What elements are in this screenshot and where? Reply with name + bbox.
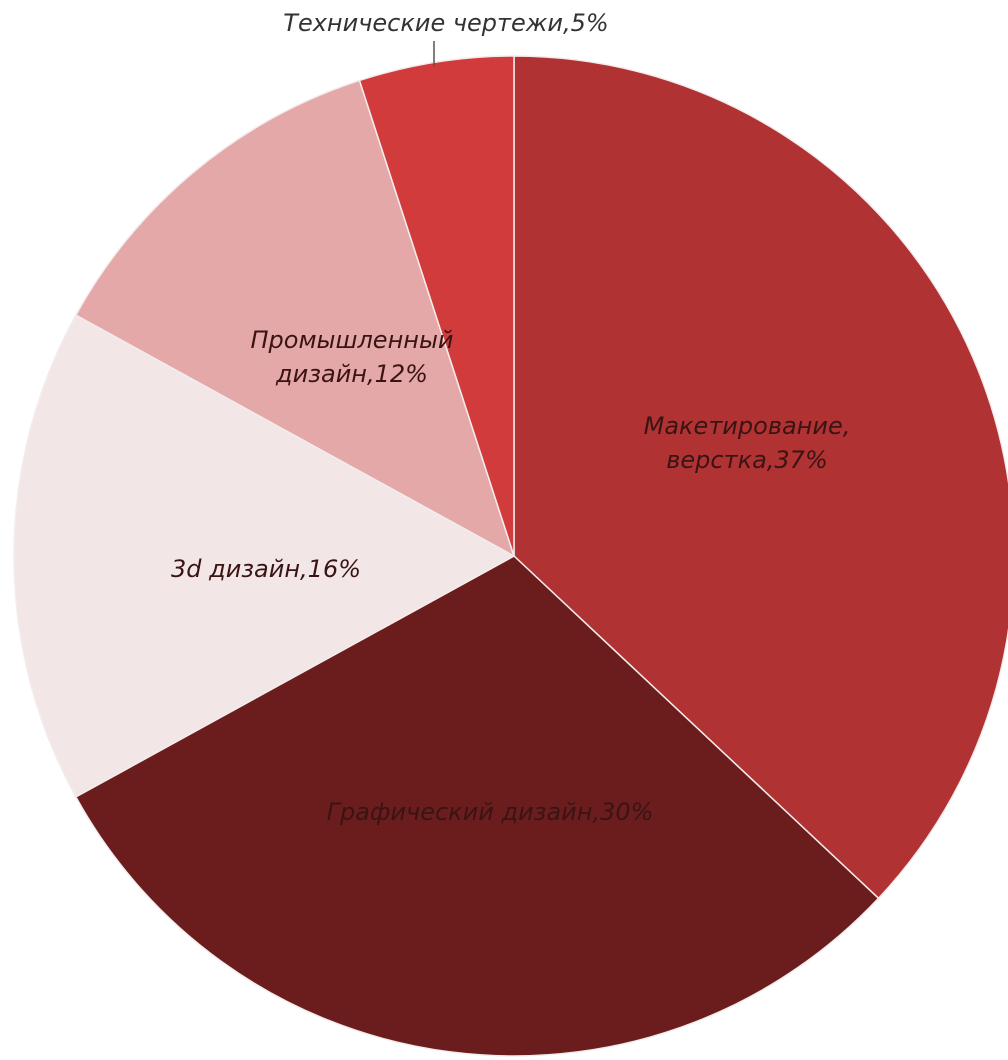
data-label-line: Технические чертежи,5% (283, 9, 608, 37)
data-label-макетирование-верстка: Макетирование, верстка,37% (644, 412, 851, 474)
data-label-line: дизайн,12% (275, 360, 428, 388)
pie-data-labels: Макетирование, верстка,37% Графический диз… (171, 9, 850, 826)
data-label-line: Промышленный (250, 326, 453, 354)
pie-slices (13, 55, 1008, 1057)
pie-slice-графический-дизайн (74, 555, 880, 1057)
data-label-3d-дизайн: 3d дизайн,16% (171, 555, 361, 583)
pie-slice-макетирование-верстка (513, 55, 1008, 900)
data-label-line: Графический дизайн,30% (327, 798, 654, 826)
pie-slice-промышленный-дизайн (74, 79, 516, 558)
data-label-line: верстка,37% (666, 446, 828, 474)
data-label-line: Макетирование, (644, 412, 851, 440)
data-label-промышленный-дизайн: Промышленный дизайн,12% (250, 326, 453, 388)
data-label-line: 3d дизайн,16% (171, 555, 361, 583)
data-label-технические-чертежи: Технические чертежи,5% (283, 9, 608, 37)
data-label-графический-дизайн: Графический дизайн,30% (327, 798, 654, 826)
pie-slice-технические-чертежи (358, 55, 515, 557)
pie-slice-3d-дизайн (13, 314, 516, 798)
